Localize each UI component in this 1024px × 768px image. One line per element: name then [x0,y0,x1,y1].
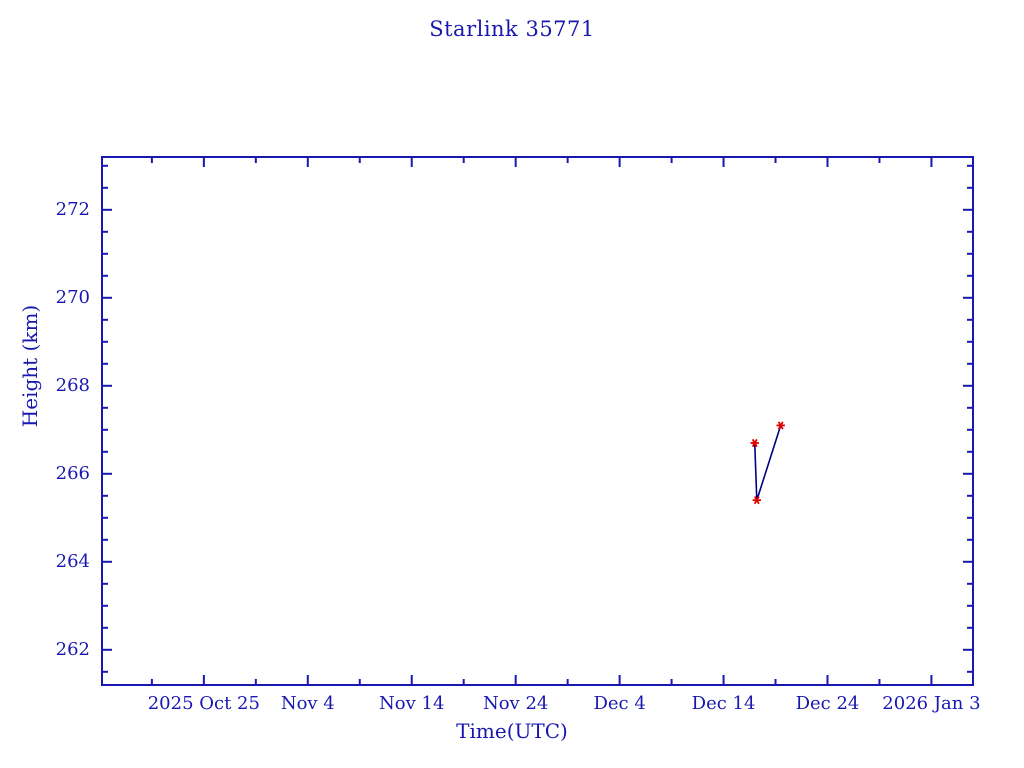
y-axis-tick-label: 270 [55,286,90,308]
plot-frame [101,156,974,686]
data-point-marker [776,421,785,430]
x-axis-tick-label: Dec 24 [795,693,860,714]
x-axis-title: Time(UTC) [456,719,568,743]
x-axis-tick-label: Nov 14 [379,693,445,714]
series-line [753,425,782,501]
x-axis-tick-label: Dec 14 [691,693,756,714]
x-axis-tick-label: Nov 4 [280,693,335,714]
y-axis-tick-label: 266 [55,462,90,484]
y-axis-tick-label: 264 [55,550,90,572]
data-series [750,421,785,505]
x-axis-tick-label: 2026 Jan 3 [882,693,981,714]
data-point-marker [750,438,759,448]
plot-border [101,156,974,686]
x-axis-tick-label: Nov 24 [482,693,549,714]
page-title: Starlink 35771 [429,17,595,41]
axis-ticks [102,157,973,685]
x-axis-tick-label: Dec 4 [593,693,646,714]
y-axis-tick-label: 272 [55,198,90,220]
x-axis-tick-label: 2025 Oct 25 [147,693,260,714]
y-axis-tick-label: 262 [55,638,90,660]
y-axis-tick-label: 268 [55,374,90,396]
data-point-marker [752,496,762,505]
